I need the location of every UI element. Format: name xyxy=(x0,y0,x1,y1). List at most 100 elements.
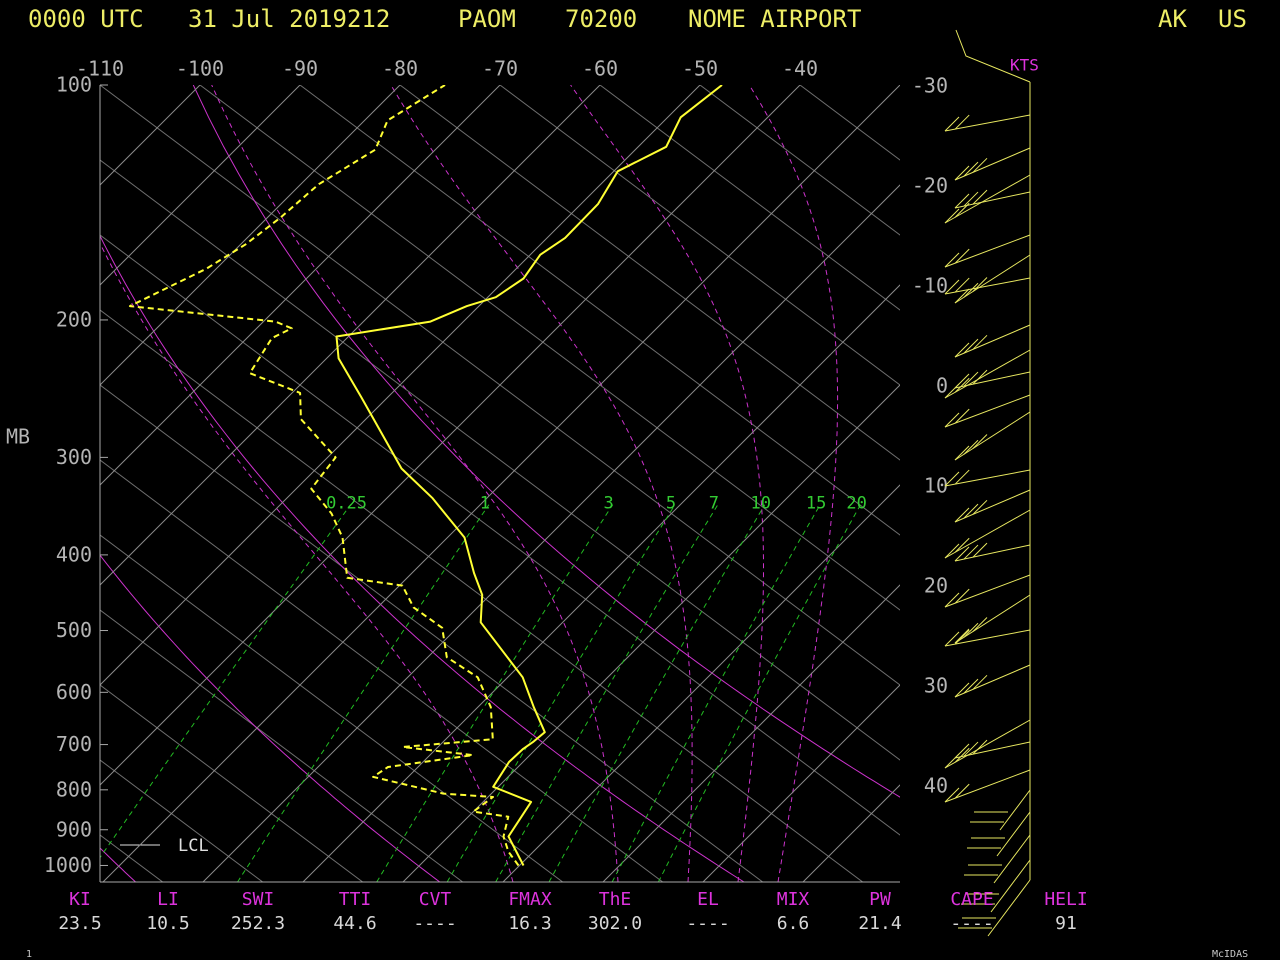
wind-barb-tick xyxy=(944,787,960,803)
wind-barb-tick xyxy=(972,189,988,205)
wind-barb-tick xyxy=(944,631,960,647)
wind-barb xyxy=(954,254,1031,304)
index-value: 91 xyxy=(1055,913,1077,934)
wind-barb-tick xyxy=(944,252,960,268)
wind-barb-tick xyxy=(972,434,988,449)
wind-barb-tick xyxy=(954,248,970,264)
wind-barb-tick xyxy=(972,499,988,515)
plot-area xyxy=(100,85,900,882)
isotherm xyxy=(402,384,900,882)
mixing-ratio-label: 20 xyxy=(846,494,866,514)
index-label: MIX xyxy=(777,889,810,910)
footer-page: 1 xyxy=(26,949,32,960)
mixing-ratio-label: 7 xyxy=(709,494,719,514)
mixing-ratio-line xyxy=(657,504,862,882)
wind-barb xyxy=(944,769,1031,803)
y-tick-label: 200 xyxy=(56,307,92,331)
wind-barb xyxy=(944,349,1031,399)
guide-line xyxy=(100,234,900,836)
index-value: ---- xyxy=(950,913,993,934)
header-station-name: NOME AIRPORT xyxy=(688,5,861,33)
mixing-ratio-label: 1 xyxy=(480,494,490,514)
mixing-ratio-line xyxy=(495,504,719,882)
wind-barb xyxy=(944,234,1031,268)
header-date: 31 Jul 2019212 xyxy=(188,5,390,33)
dry-adiabat xyxy=(192,85,900,798)
wind-barb-tick xyxy=(954,629,970,645)
wind-barb-tick xyxy=(972,674,988,690)
isotherm xyxy=(502,484,900,882)
index-value: ---- xyxy=(413,913,456,934)
index-label: HELI xyxy=(1044,889,1087,910)
wind-barb-tick xyxy=(944,543,960,559)
right-tick-label: 40 xyxy=(924,774,948,798)
isotherm xyxy=(102,85,900,882)
temperature-profile xyxy=(335,85,723,866)
wind-barb xyxy=(954,489,1031,523)
mixing-ratio-line xyxy=(446,504,676,882)
wind-barb xyxy=(987,879,1031,937)
right-tick-label: 0 xyxy=(936,374,948,398)
right-tick-label: 30 xyxy=(924,674,948,698)
wind-barb-tick xyxy=(954,783,970,799)
guide-line xyxy=(100,384,764,882)
wind-barb-tick xyxy=(972,542,988,558)
x-tick-label: -60 xyxy=(582,57,618,81)
moist-adiabat xyxy=(211,85,619,882)
wind-barb xyxy=(954,191,1031,209)
wind-barb-tick xyxy=(963,161,979,177)
header-state: AK xyxy=(1158,5,1187,33)
wind-barb-tick xyxy=(954,469,970,485)
mixing-ratio-label: 3 xyxy=(604,494,614,514)
wind-barb-tick xyxy=(954,373,970,389)
wind-barb-tick xyxy=(963,439,979,455)
wind-barb-tick xyxy=(954,507,970,523)
wind-barb-tick xyxy=(944,412,960,428)
header-time: 0000 UTC xyxy=(28,5,144,33)
wind-barb xyxy=(954,594,1031,644)
isotherm xyxy=(302,284,900,882)
wind-barb xyxy=(999,789,1031,831)
mixing-ratio-label: 10 xyxy=(751,494,771,514)
wind-barb xyxy=(944,719,1031,769)
index-value: 44.6 xyxy=(333,913,376,934)
mixing-ratio-line xyxy=(548,504,766,882)
y-tick-label: 400 xyxy=(56,542,92,566)
wind-barb-tick xyxy=(954,546,970,562)
wind-barb-tick xyxy=(954,193,970,209)
y-tick-label: 700 xyxy=(56,732,92,756)
guide-line xyxy=(100,534,564,882)
wind-barb-tick xyxy=(954,342,970,358)
mixing-ratio-line xyxy=(237,504,490,882)
wind-barb xyxy=(954,411,1031,461)
y-tick-label: 600 xyxy=(56,680,92,704)
wind-barb-tick xyxy=(963,371,979,387)
wind-barb-tick xyxy=(944,471,960,487)
wind-barb-tick xyxy=(954,277,970,293)
wind-barb-tick xyxy=(963,282,979,298)
wind-barb-tick xyxy=(954,445,970,461)
wind-barb xyxy=(954,544,1031,562)
index-label: PW xyxy=(869,889,891,910)
wind-barb-tick xyxy=(972,739,988,755)
wind-barb xyxy=(993,834,1031,884)
header-station-id: 70200 xyxy=(565,5,637,33)
wind-barb-tick xyxy=(944,592,960,608)
x-tick-label: -90 xyxy=(282,57,318,81)
wind-barb xyxy=(944,277,1031,295)
wind-barb xyxy=(954,147,1031,181)
index-label: KI xyxy=(69,889,91,910)
wind-barb xyxy=(944,394,1031,428)
y-tick-label: 100 xyxy=(56,73,92,97)
moist-adiabat xyxy=(100,242,514,882)
wind-barb xyxy=(954,371,1031,389)
moist-adiabat xyxy=(390,85,693,882)
isotherm xyxy=(100,85,701,686)
wind-barb-tick xyxy=(954,377,970,393)
right-tick-label: 10 xyxy=(924,474,948,498)
right-tick-label: -10 xyxy=(912,274,948,298)
guide-line xyxy=(699,85,900,236)
index-value: 23.5 xyxy=(58,913,101,934)
